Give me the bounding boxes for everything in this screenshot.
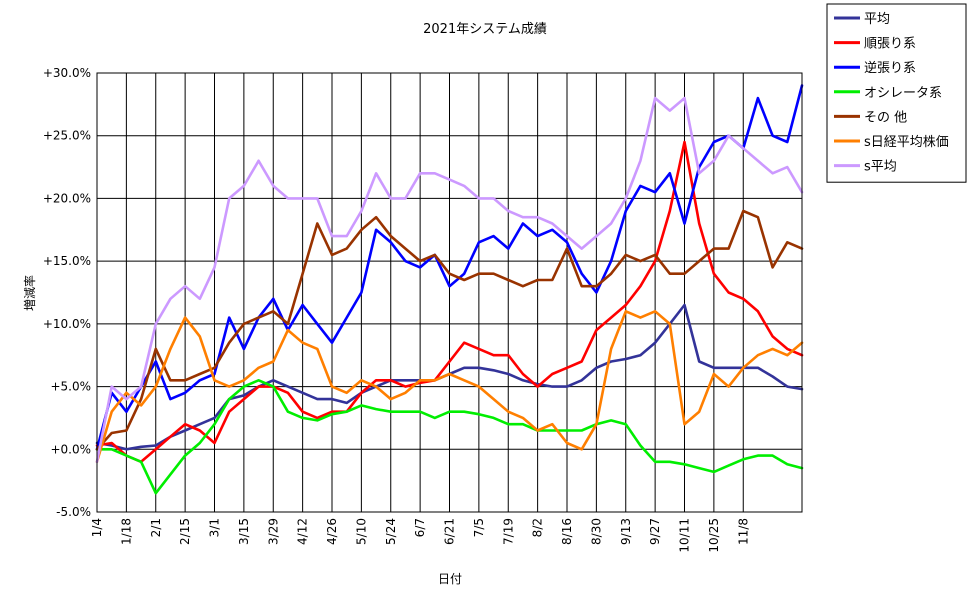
x-tick-label: 5/10 — [354, 518, 368, 545]
x-tick-label: 7/19 — [501, 518, 515, 545]
y-tick-label: +15.0% — [43, 254, 91, 268]
x-tick-label: 6/21 — [443, 518, 457, 545]
series-lines — [95, 84, 804, 495]
chart-title: 2021年システム成績 — [423, 22, 547, 37]
x-axis-label: 日付 — [438, 572, 462, 586]
series-line-3 — [95, 378, 804, 495]
y-tick-label: +25.0% — [43, 129, 91, 143]
x-tick-label: 8/30 — [589, 518, 603, 545]
x-tick-label: 3/1 — [208, 518, 222, 537]
series-line-2 — [95, 84, 804, 451]
legend-label: 順張り系 — [864, 37, 916, 52]
series-line-1 — [95, 140, 804, 464]
legend-label: s日経平均株価 — [864, 135, 949, 150]
legend-label: 逆張り系 — [864, 60, 916, 76]
y-tick-label: +20.0% — [43, 191, 91, 205]
x-tick-label: 10/11 — [678, 518, 692, 553]
x-tick-label: 7/5 — [472, 518, 486, 537]
legend-label: 平均 — [864, 12, 890, 27]
x-tick-labels: 1/4 1/18 2/1 2/15 3/1 3/15 3/29 4/12 4/26 5/10 5/2… — [90, 518, 750, 553]
x-tick-label: 4/26 — [325, 518, 339, 545]
x-tick-label: 6/7 — [413, 518, 427, 537]
plot-area-frame — [96, 72, 803, 513]
y-tick-label: +30.0% — [43, 66, 91, 80]
x-tick-label: 8/16 — [560, 518, 574, 545]
x-tick-label: 2/15 — [178, 518, 192, 545]
y-tick-label: +10.0% — [43, 317, 91, 331]
y-tick-label: +0.0% — [50, 442, 91, 456]
x-tick-label: 9/27 — [648, 518, 662, 545]
y-axis-label: 増減率 — [22, 275, 37, 311]
series-line-4 — [95, 209, 804, 451]
x-tick-label: 2/1 — [149, 518, 163, 537]
x-tick-label: 9/13 — [619, 518, 633, 545]
x-tick-label: 1/18 — [119, 518, 133, 545]
series-line-5 — [95, 309, 804, 464]
x-tick-label: 11/8 — [736, 518, 750, 545]
x-tick-label: 10/25 — [707, 518, 721, 553]
x-tick-label: 1/4 — [90, 518, 104, 537]
y-tick-label: -5.0% — [56, 505, 91, 519]
x-tick-label: 4/12 — [296, 518, 310, 545]
x-tick-label: 5/24 — [384, 518, 398, 545]
y-tick-labels: +30.0% +25.0% +20.0% +15.0% +10.0% +5.0% +0.0%… — [43, 66, 91, 519]
legend-label: オシレータ系 — [864, 86, 942, 101]
y-tick-label: +5.0% — [50, 380, 91, 394]
x-tick-label: 8/2 — [531, 518, 545, 537]
x-tick-label: 3/29 — [266, 518, 280, 545]
series-line-6 — [95, 96, 804, 464]
legend-label: その 他 — [864, 110, 907, 125]
legend-label: s平均 — [864, 160, 897, 175]
x-tick-label: 3/15 — [237, 518, 251, 545]
